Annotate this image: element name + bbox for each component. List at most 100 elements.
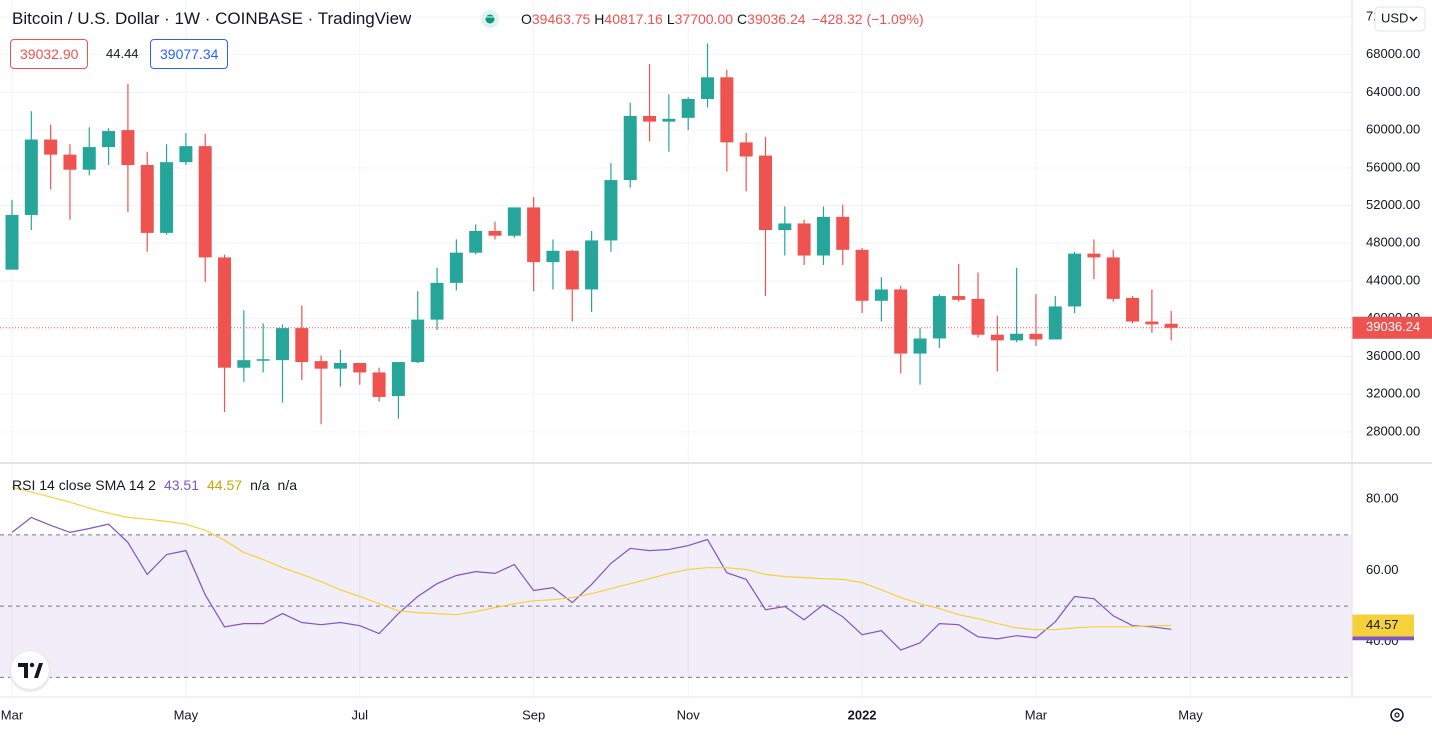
y-tick-label: 56000.00 bbox=[1366, 159, 1420, 174]
x-tick-label: May bbox=[1178, 707, 1203, 722]
candle-body bbox=[1126, 297, 1140, 322]
ohlc-value: 39036.24 bbox=[747, 11, 806, 27]
candle-body bbox=[353, 363, 367, 373]
currency-label: USD bbox=[1381, 10, 1408, 25]
ohlc-key: C bbox=[737, 11, 748, 27]
candle-body bbox=[874, 289, 888, 301]
candle-body bbox=[855, 249, 869, 301]
y-tick-label: 60.00 bbox=[1366, 562, 1399, 577]
candle-body bbox=[411, 319, 425, 363]
symbol-title[interactable]: Bitcoin / U.S. Dollar · 1W · COINBASE · … bbox=[12, 9, 412, 28]
legend-value: 43.51 bbox=[163, 477, 200, 493]
candle-body bbox=[604, 180, 618, 241]
y-tick-label: 44000.00 bbox=[1366, 272, 1420, 287]
candle-body bbox=[140, 165, 154, 233]
candle-body bbox=[952, 296, 966, 300]
candle-body bbox=[585, 240, 599, 290]
ohlc-value: 40817.16 bbox=[604, 11, 663, 27]
series-line bbox=[11, 486, 1172, 631]
legend-extra: n/a bbox=[277, 477, 297, 493]
candle-body bbox=[488, 231, 502, 236]
candle-body bbox=[971, 298, 985, 335]
candle-body bbox=[469, 231, 483, 253]
ohlc-key: H bbox=[594, 11, 605, 27]
candle-body bbox=[275, 328, 289, 361]
candle-body bbox=[836, 216, 850, 250]
candle-body bbox=[546, 250, 560, 263]
candle-body bbox=[701, 77, 715, 99]
candle-body bbox=[121, 130, 135, 165]
settings-gear-hole bbox=[1394, 712, 1400, 718]
rsi-legend: RSI 14 close SMA 14 2 43.51 44.57 n/a n/a bbox=[12, 477, 297, 493]
last-value-box bbox=[1352, 614, 1414, 637]
y-tick-label: 60000.00 bbox=[1366, 122, 1420, 137]
candle-body bbox=[816, 216, 830, 256]
candle-body bbox=[527, 207, 541, 263]
candle-body bbox=[44, 139, 58, 155]
x-tick-label: 2022 bbox=[848, 707, 877, 722]
candle-body bbox=[507, 207, 521, 236]
candle-body bbox=[237, 360, 251, 368]
ohlc-value: 37700.00 bbox=[674, 11, 734, 27]
candle-body bbox=[894, 289, 908, 354]
candle-body bbox=[913, 338, 927, 354]
candle-body bbox=[990, 334, 1004, 341]
candle-body bbox=[430, 282, 444, 320]
x-tick-label: Jul bbox=[351, 707, 368, 722]
x-tick-label: Nov bbox=[677, 707, 701, 722]
candle-body bbox=[333, 363, 347, 369]
candle-body bbox=[1048, 306, 1062, 340]
x-tick-label: Mar bbox=[1025, 707, 1048, 722]
status-dot bbox=[485, 14, 495, 24]
candle-body bbox=[1087, 253, 1101, 258]
current-price-label: 39036.24 bbox=[1366, 319, 1420, 334]
legend-value: 44.57 bbox=[207, 477, 243, 493]
candle-body bbox=[1164, 323, 1178, 328]
ohlc-value: 39463.75 bbox=[531, 11, 591, 27]
candle-body bbox=[681, 99, 695, 118]
candle-body bbox=[1106, 257, 1120, 299]
candle-body bbox=[160, 162, 174, 233]
candle-body bbox=[778, 223, 792, 231]
last-value-label: 44.57 bbox=[1366, 617, 1399, 632]
candle-body bbox=[720, 77, 734, 143]
buy-button[interactable]: 39077.34 bbox=[150, 39, 229, 69]
currency-chevron bbox=[1409, 16, 1418, 22]
ohlc-legend: O39463.75 H40817.16 L37700.00 C39036.24 −428… bbox=[521, 11, 924, 27]
x-tick-label: May bbox=[174, 707, 199, 722]
candle-body bbox=[218, 257, 232, 368]
y-tick-label: 80.00 bbox=[1366, 491, 1399, 506]
logo-mark bbox=[18, 663, 43, 678]
candle-body bbox=[739, 142, 753, 157]
ohlc-key: O bbox=[521, 11, 532, 27]
settings-gear[interactable] bbox=[1390, 708, 1404, 722]
candle-body bbox=[643, 115, 657, 122]
legend-title: RSI 14 close SMA 14 2 bbox=[12, 477, 156, 493]
ohlc-key: L bbox=[666, 11, 675, 27]
series-line bbox=[11, 516, 1172, 651]
candle-body bbox=[82, 147, 96, 170]
candle-body bbox=[565, 250, 579, 290]
candle-body bbox=[63, 154, 77, 170]
y-tick-label: 48000.00 bbox=[1366, 235, 1420, 250]
candle-body bbox=[5, 214, 19, 270]
candle-body bbox=[1010, 333, 1024, 341]
candle-body bbox=[24, 139, 38, 215]
candle-body bbox=[449, 252, 463, 283]
y-tick-label: 36000.00 bbox=[1366, 348, 1420, 363]
current-price-box bbox=[1352, 316, 1432, 339]
candle-body bbox=[102, 131, 116, 148]
candle-body bbox=[295, 328, 309, 363]
spread: 44.44 bbox=[106, 46, 139, 61]
candle-body bbox=[662, 118, 676, 122]
currency-button[interactable] bbox=[1374, 6, 1426, 32]
sell-button[interactable]: 39032.90 bbox=[10, 39, 89, 69]
candle-body bbox=[797, 223, 811, 256]
legend-extra: n/a bbox=[250, 477, 270, 493]
logo bbox=[11, 651, 49, 689]
candle-body bbox=[932, 296, 946, 339]
candle-body bbox=[391, 362, 405, 396]
candle-body bbox=[1068, 253, 1082, 307]
x-tick-label: Sep bbox=[522, 707, 545, 722]
